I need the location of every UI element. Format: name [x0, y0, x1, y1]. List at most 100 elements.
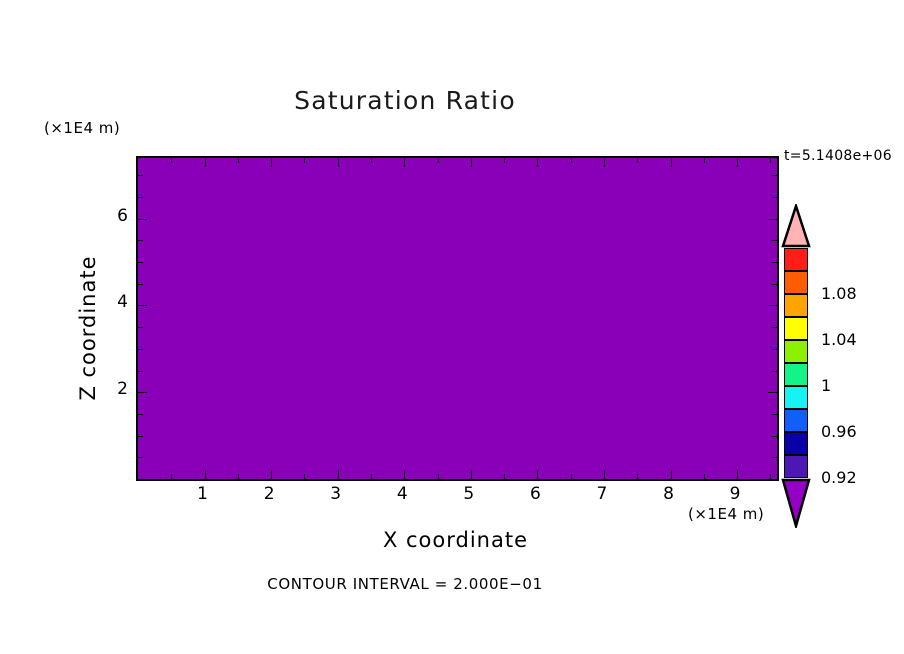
axis-tick — [772, 175, 777, 177]
page-title: Saturation Ratio — [294, 86, 516, 115]
colorbar-tick-label: 1.08 — [821, 284, 857, 303]
axis-tick — [772, 197, 777, 199]
colorbar-band — [784, 294, 808, 317]
colorbar-band — [784, 340, 808, 363]
axis-tick — [304, 474, 306, 479]
axis-tick — [637, 158, 639, 163]
axis-tick — [772, 370, 777, 372]
y-axis-title: Z coordinate — [76, 255, 100, 401]
axis-tick — [237, 474, 239, 479]
axis-tick — [138, 197, 143, 199]
axis-tick — [470, 158, 472, 167]
axis-tick — [138, 435, 143, 437]
plot-frame — [136, 156, 779, 481]
axis-tick — [138, 370, 143, 372]
axis-tick — [670, 470, 672, 479]
axis-tick — [768, 392, 777, 394]
axis-tick — [603, 158, 605, 167]
colorbar-band — [784, 271, 808, 294]
axis-tick — [204, 470, 206, 479]
colorbar-band — [784, 455, 808, 478]
x-tick-label: 5 — [463, 484, 475, 504]
axis-tick — [171, 158, 173, 163]
colorbar-tick-label: 0.96 — [821, 422, 857, 441]
axis-tick — [271, 470, 273, 479]
axis-tick — [670, 158, 672, 167]
colorbar-band — [784, 248, 808, 271]
axis-tick — [603, 470, 605, 479]
axis-tick — [171, 474, 173, 479]
time-annotation: t=5.1408e+06 — [784, 148, 892, 164]
colorbar-cap-top-icon — [781, 204, 811, 248]
axis-tick — [138, 327, 143, 329]
axis-tick — [437, 474, 439, 479]
axis-tick — [470, 470, 472, 479]
x-tick-label: 4 — [396, 484, 408, 504]
axis-tick — [770, 474, 772, 479]
x-axis-title: X coordinate — [382, 528, 529, 552]
axis-tick — [504, 474, 506, 479]
axis-tick — [138, 175, 143, 177]
axis-tick — [138, 305, 147, 307]
axis-tick — [204, 158, 206, 167]
axis-tick — [768, 305, 777, 307]
axis-tick — [703, 158, 705, 163]
axis-tick — [768, 218, 777, 220]
axis-tick — [772, 457, 777, 459]
colorbar-band — [784, 432, 808, 455]
axis-tick — [637, 474, 639, 479]
axis-tick — [138, 457, 143, 459]
axis-tick — [404, 158, 406, 167]
axis-tick — [772, 283, 777, 285]
colorbar-band — [784, 317, 808, 340]
axis-tick — [271, 158, 273, 167]
x-tick-label: 6 — [529, 484, 541, 504]
axis-tick — [770, 158, 772, 163]
x-tick-label: 2 — [263, 484, 275, 504]
axis-tick — [703, 474, 705, 479]
x-tick-label: 1 — [197, 484, 208, 504]
x-tick-label: 8 — [663, 484, 674, 504]
axis-tick — [504, 158, 506, 163]
colorbar-tick-label: 1 — [821, 376, 832, 395]
y-tick-label: 2 — [117, 379, 128, 400]
axis-tick — [138, 348, 143, 350]
axis-tick — [537, 158, 539, 167]
axis-tick — [370, 158, 372, 163]
axis-tick — [772, 262, 777, 264]
axis-tick — [337, 158, 339, 167]
colorbar-band — [784, 409, 808, 432]
axis-tick — [138, 262, 143, 264]
axis-tick — [772, 240, 777, 242]
axis-tick — [772, 435, 777, 437]
axis-tick — [570, 158, 572, 163]
axis-tick — [138, 240, 143, 242]
axis-tick — [404, 470, 406, 479]
colorbar-band — [784, 363, 808, 386]
colorbar-band — [784, 386, 808, 409]
x-axis-unit-label: (×1E4 m) — [688, 505, 765, 523]
axis-tick — [772, 413, 777, 415]
axis-tick — [138, 392, 147, 394]
axis-tick — [737, 158, 739, 167]
axis-tick — [370, 474, 372, 479]
colorbar-tick-label: 1.04 — [821, 330, 857, 349]
x-tick-label: 7 — [596, 484, 608, 504]
axis-tick — [138, 283, 143, 285]
y-tick-label: 4 — [117, 292, 128, 313]
axis-tick — [138, 218, 147, 220]
y-axis-unit-label: (×1E4 m) — [44, 119, 121, 137]
y-tick-label: 6 — [117, 205, 128, 226]
axis-tick — [772, 348, 777, 350]
contour-interval-note: CONTOUR INTERVAL = 2.000E−01 — [267, 575, 543, 593]
colorbar-cap-bottom-icon — [781, 478, 811, 528]
axis-tick — [304, 158, 306, 163]
colorbar-tick-label: 0.92 — [821, 468, 857, 487]
axis-tick — [570, 474, 572, 479]
axis-tick — [437, 158, 439, 163]
axis-tick — [537, 470, 539, 479]
axis-tick — [737, 470, 739, 479]
axis-tick — [138, 413, 143, 415]
axis-tick — [772, 327, 777, 329]
axis-tick — [337, 470, 339, 479]
